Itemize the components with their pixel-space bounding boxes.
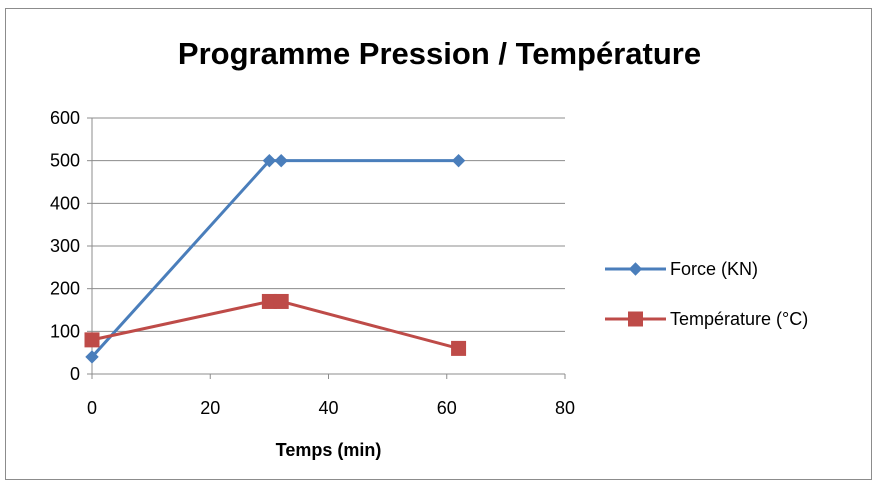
gridlines [92, 117, 565, 332]
y-tick-label-300: 300 [50, 236, 80, 256]
legend-label-force: Force (KN) [670, 259, 758, 279]
x-axis-title: Temps (min) [276, 440, 382, 460]
data-point-force-0 [85, 350, 99, 364]
axes [87, 117, 566, 379]
tick-labels: 0 100 200 300 400 500 600 0 20 40 60 80 [50, 108, 575, 418]
x-tick-label-60: 60 [437, 398, 457, 418]
data-point-temperature-0 [84, 332, 100, 348]
x-tick-label-80: 80 [555, 398, 575, 418]
chart-title: Programme Pression / Température [177, 36, 702, 71]
y-tick-label-600: 600 [50, 108, 80, 128]
legend-entry-force: Force (KN) [605, 259, 758, 279]
series-temperature [84, 293, 467, 356]
chart-frame [5, 8, 872, 480]
legend-entry-temperature: Température (°C) [605, 309, 808, 329]
series-group [84, 153, 467, 364]
legend-marker-temperature [628, 311, 643, 327]
y-tick-label-0: 0 [70, 364, 80, 384]
legend-marker-force [628, 262, 643, 276]
x-tick-label-20: 20 [200, 398, 220, 418]
y-tick-label-500: 500 [50, 151, 80, 171]
data-point-force-3 [451, 153, 466, 168]
data-point-force-2 [274, 153, 288, 168]
legend-label-temperature: Température (°C) [670, 309, 808, 329]
x-tick-label-0: 0 [87, 398, 97, 418]
data-point-temperature-2 [273, 293, 289, 309]
y-tick-label-200: 200 [50, 279, 80, 299]
legend: Force (KN) Température (°C) [605, 259, 808, 329]
x-tick-label-40: 40 [318, 398, 338, 418]
series-force [85, 153, 466, 364]
y-tick-label-100: 100 [50, 321, 80, 341]
data-point-temperature-3 [451, 340, 467, 356]
data-point-force-1 [262, 153, 277, 168]
y-tick-label-400: 400 [50, 193, 80, 213]
